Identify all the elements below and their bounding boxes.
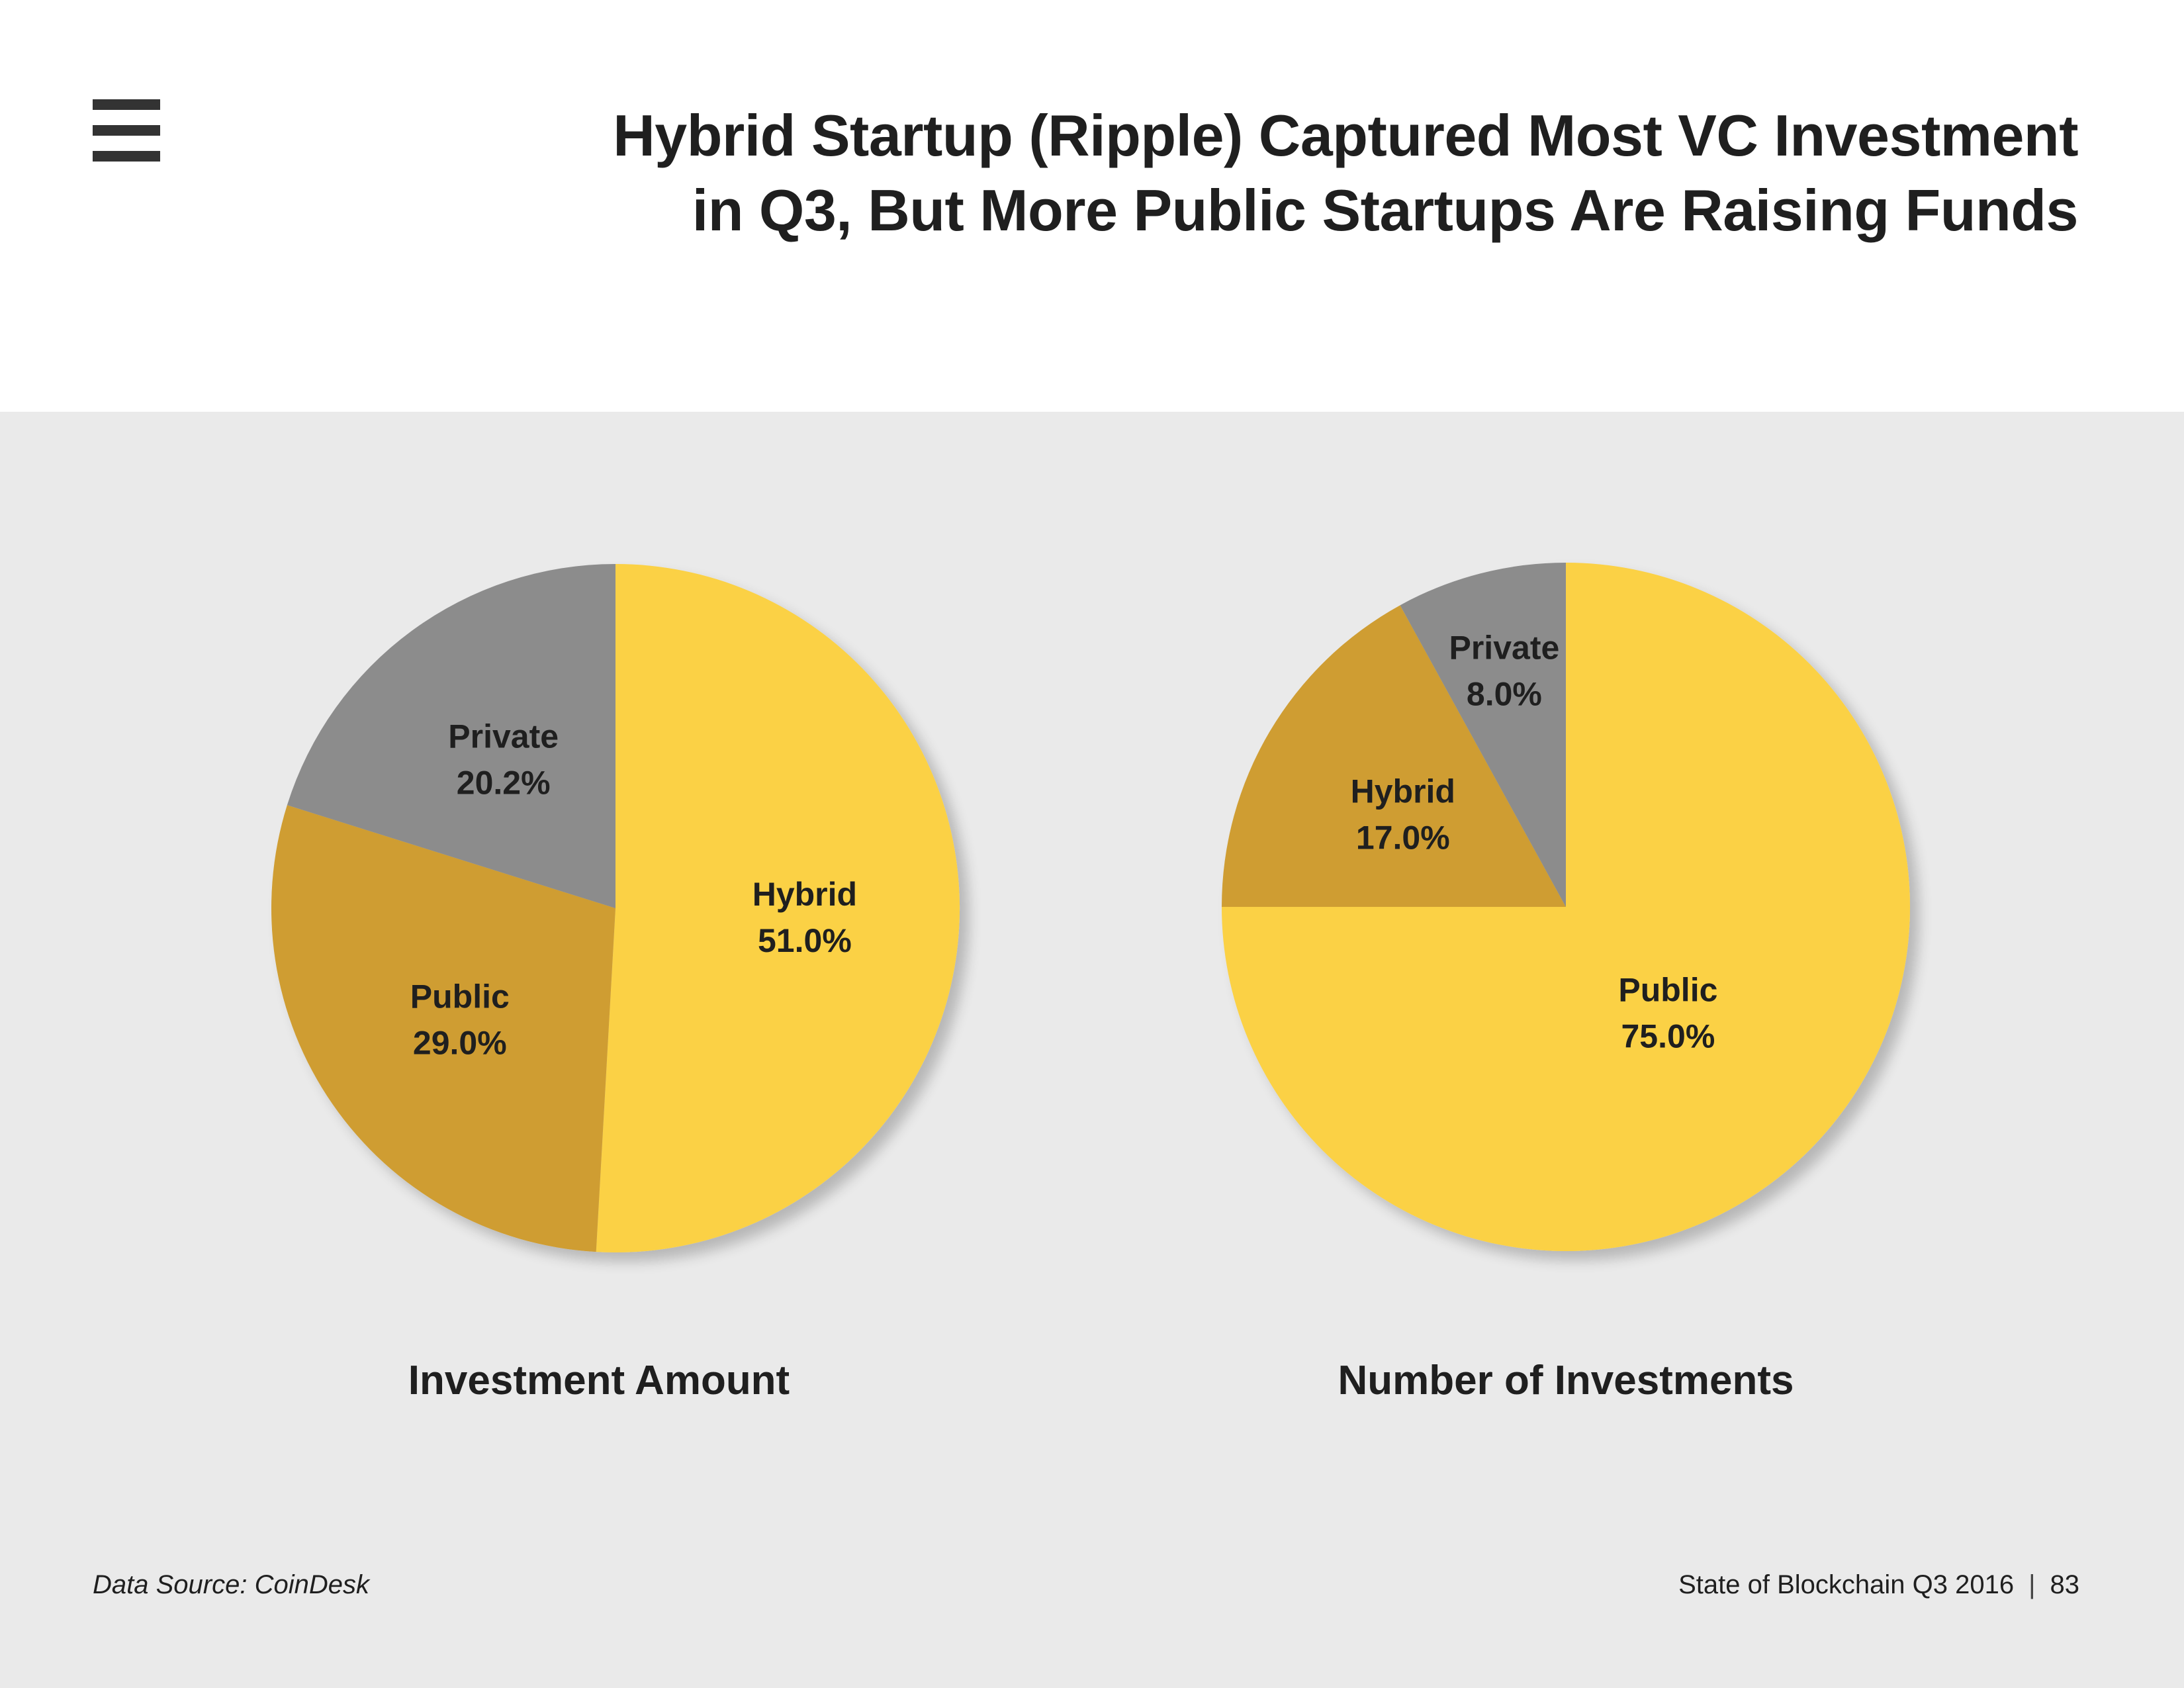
pie-chart-number-of-investments: Public 75.0% Hybrid 17.0% Private 8.0% — [1222, 563, 1910, 1251]
slice-value-public: 75.0% — [1621, 1017, 1715, 1055]
page-footer: State of Blockchain Q3 2016 | 83 — [1678, 1570, 2079, 1600]
pie-slice-hybrid[interactable] — [596, 564, 960, 1252]
pie-slice-private[interactable] — [287, 564, 615, 908]
pie-slice-private[interactable] — [1400, 563, 1566, 907]
slice-value-private: 8.0% — [1467, 675, 1542, 712]
page-number: 83 — [2050, 1570, 2080, 1599]
pie-slices — [1222, 563, 1910, 1251]
slice-value-private: 20.2% — [457, 765, 551, 802]
slice-label-public: Public — [1618, 971, 1717, 1008]
menu-bar-top — [93, 99, 160, 110]
slice-label-private: Private — [1449, 629, 1560, 666]
menu-bar-bottom — [93, 151, 160, 162]
hamburger-menu-icon[interactable] — [93, 99, 160, 162]
footer-separator: | — [2028, 1570, 2036, 1599]
slice-label-hybrid: Hybrid — [1351, 773, 1455, 810]
pie-chart-investment-amount: Hybrid 51.0% Public 29.0% Private 20.2% — [271, 564, 960, 1252]
page-title-line-2: in Q3, But More Public Startups Are Rais… — [692, 177, 2079, 243]
slice-label-hybrid: Hybrid — [752, 876, 857, 913]
page-title-line-1: Hybrid Startup (Ripple) Captured Most VC… — [613, 103, 2078, 168]
report-name: State of Blockchain Q3 2016 — [1678, 1570, 2015, 1599]
data-source: Data Source: CoinDesk — [93, 1570, 369, 1599]
chart-title-number-of-investments: Number of Investments — [1338, 1358, 1794, 1403]
slice-value-hybrid: 51.0% — [758, 922, 852, 959]
pie-slices — [271, 564, 960, 1252]
slice-label-private: Private — [448, 718, 559, 755]
pie-slice-public[interactable] — [271, 805, 615, 1252]
slice-value-public: 29.0% — [413, 1025, 507, 1062]
pie-slice-hybrid[interactable] — [1222, 605, 1566, 907]
slice-label-public: Public — [410, 978, 510, 1015]
menu-bar-middle — [93, 125, 160, 136]
page-title: Hybrid Startup (Ripple) Captured Most VC… — [357, 98, 2078, 248]
slice-value-hybrid: 17.0% — [1356, 819, 1450, 856]
page-header: Hybrid Startup (Ripple) Captured Most VC… — [0, 0, 2184, 412]
chart-title-investment-amount: Investment Amount — [408, 1358, 790, 1403]
